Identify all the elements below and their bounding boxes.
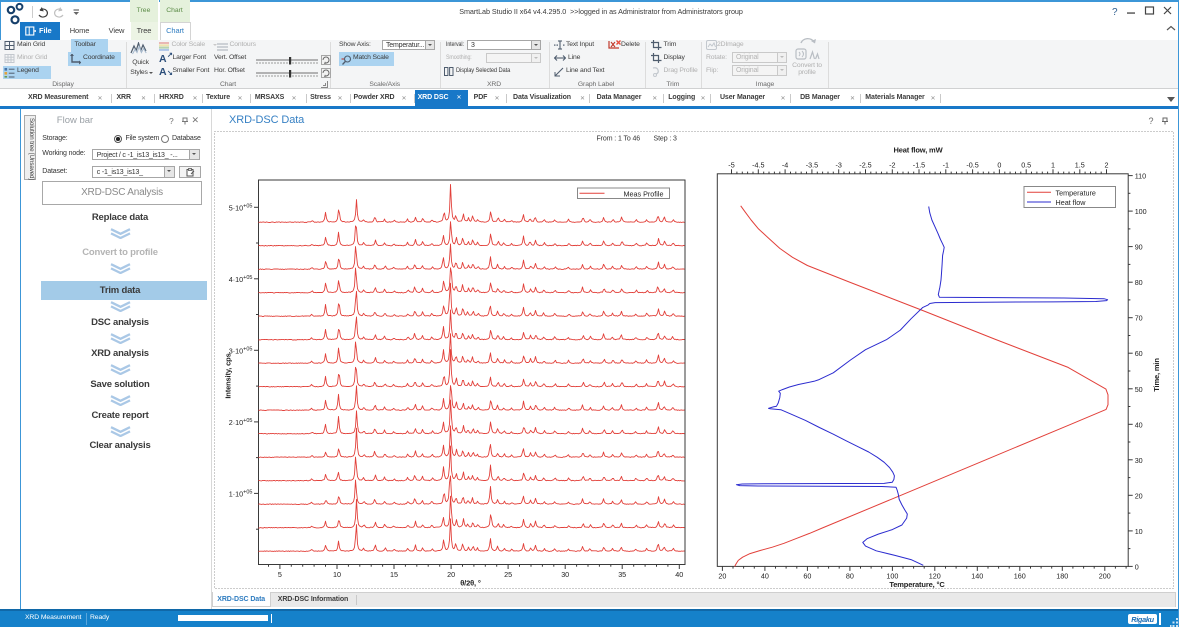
svg-text:35: 35 bbox=[618, 570, 626, 579]
svg-text:60: 60 bbox=[803, 571, 811, 580]
svg-text:1·10+05: 1·10+05 bbox=[228, 489, 252, 498]
svg-text:20: 20 bbox=[1134, 491, 1142, 500]
svg-text:100: 100 bbox=[886, 571, 898, 580]
svg-text:-2: -2 bbox=[889, 160, 895, 169]
svg-text:50: 50 bbox=[1134, 385, 1142, 394]
svg-text:From : 1 To 46: From : 1 To 46 bbox=[596, 136, 640, 143]
svg-text:Time, min: Time, min bbox=[1152, 358, 1161, 392]
svg-text:80: 80 bbox=[1134, 278, 1142, 287]
svg-text:60: 60 bbox=[1134, 349, 1142, 358]
svg-text:10: 10 bbox=[1134, 527, 1142, 536]
svg-text:4·10+05: 4·10+05 bbox=[228, 275, 252, 284]
svg-text:100: 100 bbox=[1134, 207, 1146, 216]
svg-text:90: 90 bbox=[1134, 243, 1142, 252]
svg-text:1: 1 bbox=[1051, 160, 1055, 169]
svg-text:Heat flow, mW: Heat flow, mW bbox=[893, 146, 943, 155]
svg-text:40: 40 bbox=[760, 571, 768, 580]
svg-text:15: 15 bbox=[390, 570, 398, 579]
svg-text:25: 25 bbox=[504, 570, 512, 579]
svg-text:0: 0 bbox=[1134, 562, 1138, 571]
svg-text:-5: -5 bbox=[728, 160, 734, 169]
svg-text:20: 20 bbox=[447, 570, 455, 579]
svg-text:-3: -3 bbox=[835, 160, 841, 169]
svg-text:120: 120 bbox=[928, 571, 940, 580]
svg-text:1.5: 1.5 bbox=[1074, 160, 1084, 169]
svg-text:θ/2θ, °: θ/2θ, ° bbox=[460, 579, 481, 588]
svg-text:0.5: 0.5 bbox=[1021, 160, 1031, 169]
svg-text:10: 10 bbox=[333, 570, 341, 579]
svg-text:40: 40 bbox=[675, 570, 683, 579]
svg-text:5·10+05: 5·10+05 bbox=[228, 203, 252, 212]
svg-text:-3.5: -3.5 bbox=[805, 160, 817, 169]
svg-text:-4: -4 bbox=[781, 160, 787, 169]
svg-text:200: 200 bbox=[1098, 571, 1110, 580]
svg-text:30: 30 bbox=[561, 570, 569, 579]
svg-text:5: 5 bbox=[277, 570, 281, 579]
svg-text:110: 110 bbox=[1134, 172, 1145, 181]
svg-text:80: 80 bbox=[845, 571, 853, 580]
svg-text:3·10+05: 3·10+05 bbox=[228, 346, 252, 355]
svg-text:20: 20 bbox=[718, 571, 726, 580]
svg-text:Heat flow: Heat flow bbox=[1055, 198, 1086, 207]
svg-text:?: ? bbox=[1112, 7, 1118, 18]
svg-text:Step : 3: Step : 3 bbox=[653, 136, 677, 143]
svg-text:-4.5: -4.5 bbox=[752, 160, 764, 169]
svg-text:Temperature: Temperature bbox=[1055, 188, 1095, 197]
svg-text:140: 140 bbox=[971, 571, 983, 580]
svg-text:70: 70 bbox=[1134, 314, 1142, 323]
svg-text:160: 160 bbox=[1013, 571, 1025, 580]
svg-text:40: 40 bbox=[1134, 420, 1142, 429]
svg-text:Meas Profile: Meas Profile bbox=[623, 190, 663, 199]
svg-text:-0.5: -0.5 bbox=[966, 160, 978, 169]
svg-text:180: 180 bbox=[1056, 571, 1068, 580]
svg-text:-1: -1 bbox=[942, 160, 948, 169]
svg-text:2·10+05: 2·10+05 bbox=[228, 418, 252, 427]
svg-text:-2.5: -2.5 bbox=[859, 160, 871, 169]
svg-text:0: 0 bbox=[997, 160, 1001, 169]
svg-text:Temperature, °C: Temperature, °C bbox=[889, 580, 945, 589]
svg-text:Intensity, cps: Intensity, cps bbox=[223, 353, 232, 398]
svg-text:30: 30 bbox=[1134, 456, 1142, 465]
svg-text:2: 2 bbox=[1104, 160, 1108, 169]
svg-text:-1.5: -1.5 bbox=[912, 160, 924, 169]
